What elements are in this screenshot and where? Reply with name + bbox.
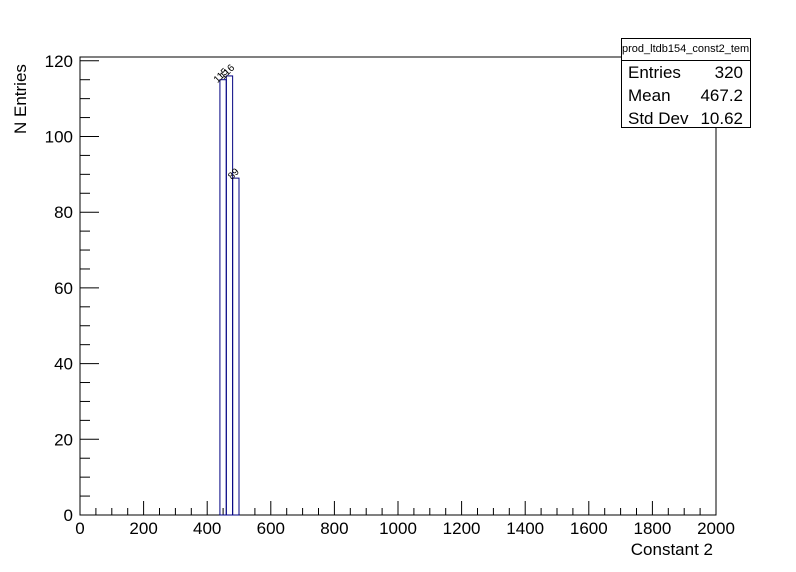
y-tick-label: 40 [54, 355, 73, 374]
y-axis: 0 20 40 60 80 100 120 [45, 52, 99, 525]
x-axis-title: Constant 2 [631, 540, 713, 559]
stats-row-std-dev: Std Dev 10.62 [622, 107, 750, 130]
stats-value: 467.2 [700, 86, 743, 105]
x-tick-label: 200 [129, 519, 157, 538]
x-tick-label: 1400 [506, 519, 544, 538]
y-tick-label: 60 [54, 279, 73, 298]
stats-box: prod_ltdb154_const2_temp Entries 320 Mea… [621, 38, 751, 128]
x-tick-label: 600 [257, 519, 285, 538]
x-tick-label: 1800 [633, 519, 671, 538]
y-tick-label: 0 [64, 506, 73, 525]
y-tick-label: 20 [54, 430, 73, 449]
x-tick-label: 0 [75, 519, 84, 538]
x-tick-label: 400 [193, 519, 221, 538]
stats-value: 320 [714, 63, 743, 82]
histogram-bars [219, 75, 240, 516]
x-tick-label: 1600 [570, 519, 608, 538]
x-tick-label: 1200 [443, 519, 481, 538]
stats-row-entries: Entries 320 [622, 61, 750, 84]
x-tick-label: 800 [320, 519, 348, 538]
stats-label: Entries [628, 63, 681, 82]
stats-value: 10.62 [700, 109, 743, 128]
y-tick-label: 100 [45, 127, 73, 146]
x-axis: 0 200 400 600 800 1000 1200 1400 1600 1800 2000 [75, 501, 735, 538]
y-tick-label: 120 [45, 52, 73, 71]
x-tick-label: 2000 [697, 519, 735, 538]
histogram-bin [232, 177, 240, 516]
histogram-bin [219, 79, 227, 516]
y-tick-label: 80 [54, 203, 73, 222]
stats-box-title: prod_ltdb154_const2_temp [622, 39, 750, 61]
bin-value-label: 89 [226, 166, 242, 182]
histogram-bin [225, 75, 234, 516]
stats-row-mean: Mean 467.2 [622, 84, 750, 107]
stats-label: Mean [628, 86, 671, 105]
stats-label: Std Dev [628, 109, 689, 128]
y-axis-title: N Entries [11, 64, 30, 134]
x-tick-label: 1000 [379, 519, 417, 538]
